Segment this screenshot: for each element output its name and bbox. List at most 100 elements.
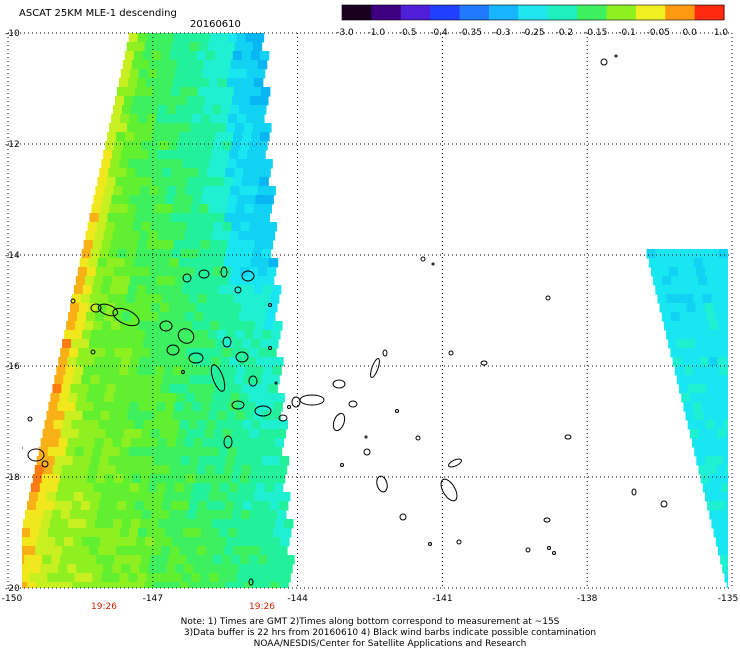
swath-cell [703, 411, 713, 421]
swath-cell [717, 546, 728, 556]
swath-cell [233, 213, 243, 223]
swath-cell [59, 519, 69, 529]
swath-cell [704, 339, 714, 349]
swath-cell [107, 546, 117, 556]
swath-cell [714, 456, 724, 466]
swath-cell [130, 564, 140, 574]
swath-cell [209, 159, 219, 169]
swath-cell [221, 186, 231, 196]
swath-cell [141, 348, 151, 358]
swath-cell [92, 240, 103, 250]
swath-cell [88, 258, 99, 268]
island-outlines [22, 54, 668, 586]
swath-cell [158, 519, 168, 529]
swath-cell [81, 456, 92, 466]
swath-cell [248, 105, 258, 115]
swath-cell [143, 87, 154, 97]
swath-cell [263, 366, 273, 376]
swath-cell [211, 564, 221, 574]
lon-label: -141 [432, 594, 452, 604]
swath-cell [59, 393, 69, 403]
swath-cell [147, 114, 157, 124]
swath-cell [116, 294, 127, 304]
swath-cell [183, 483, 194, 493]
swath-cell [668, 339, 678, 349]
swath-cell [209, 240, 220, 250]
swath-cell [129, 276, 140, 286]
swath-cell [172, 330, 182, 340]
swath-cell [46, 492, 57, 502]
swath-cell [188, 501, 199, 511]
swath-cell [122, 60, 133, 70]
swath-cell [132, 141, 142, 151]
island [614, 54, 618, 58]
swath-cell [174, 114, 184, 124]
swath-cell [226, 204, 236, 214]
swath-cell [689, 276, 699, 286]
island [660, 500, 668, 508]
swath-cell [237, 528, 247, 538]
swath-cell [138, 402, 148, 412]
swath-cell [60, 348, 70, 358]
swath-cell [142, 96, 152, 106]
swath-cell [724, 312, 728, 322]
swath-cell [726, 321, 728, 331]
swath-cell [260, 132, 270, 142]
swath-cell [245, 573, 255, 583]
swath-cell [223, 510, 233, 520]
swath-cell [182, 240, 193, 250]
swath-cell [181, 123, 191, 133]
swath-cell [99, 375, 109, 385]
swath-cell [167, 105, 177, 115]
island [220, 266, 228, 278]
swath-cell [269, 420, 279, 430]
colorbar-label: 0.0 [683, 28, 698, 38]
swath-cell [195, 141, 205, 151]
swath-cell [80, 420, 90, 430]
swath-cell [219, 321, 229, 331]
swath-cell [192, 528, 202, 538]
swath-cell [145, 492, 156, 502]
swath-cell [156, 483, 167, 493]
swath-cell [141, 141, 151, 151]
swath-cell [693, 258, 704, 268]
swath-cell [178, 51, 189, 61]
swath-cell [113, 474, 124, 484]
swath-cell [138, 483, 149, 493]
swath-cell [657, 258, 668, 268]
swath-cell [715, 348, 725, 358]
swath-cell [251, 213, 261, 223]
swath-cell [197, 132, 207, 142]
swath-cell [192, 483, 203, 493]
swath-cell [149, 474, 160, 484]
swath-cell [248, 312, 258, 322]
swath-cell [254, 573, 264, 583]
swath-cell [206, 132, 216, 142]
swath-cell [247, 231, 258, 241]
swath-cell [120, 483, 131, 493]
swath-cell [142, 303, 152, 313]
swath-cell [189, 249, 200, 259]
swath-cell [267, 555, 277, 565]
swath-cell [97, 510, 107, 520]
swath-cell [207, 456, 218, 466]
swath-cell [93, 321, 103, 331]
swath-cell [222, 348, 232, 358]
swath-cell [208, 492, 219, 502]
swath-cell [267, 348, 277, 358]
swath-cell [236, 366, 246, 376]
swath-cell [118, 411, 128, 421]
swath-cell [142, 258, 153, 268]
swath-cell [109, 411, 119, 421]
swath-cell [97, 303, 107, 313]
swath-cell [85, 438, 96, 448]
swath-cell [146, 573, 156, 583]
swath-cell [149, 186, 159, 196]
swath-cell [133, 303, 143, 313]
swath-cell [98, 294, 109, 304]
swath-cell [112, 231, 123, 241]
swath-cell [203, 60, 214, 70]
swath-cell [178, 177, 188, 187]
swath-cell [165, 69, 176, 79]
swath-cell [191, 159, 201, 169]
